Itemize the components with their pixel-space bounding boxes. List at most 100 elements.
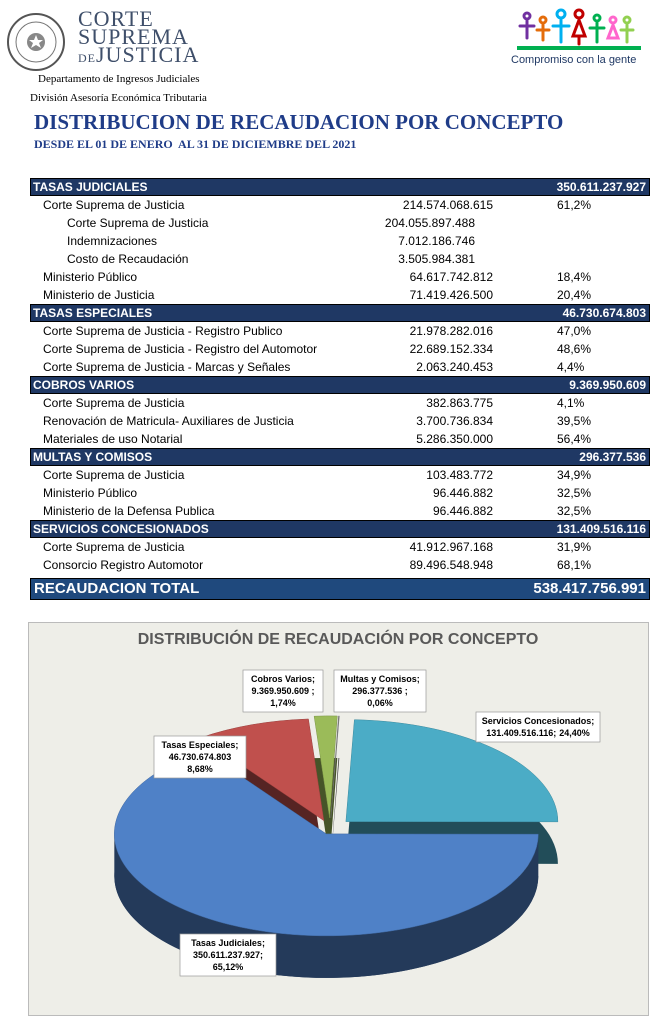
section-total: 131.409.516.116 [556,522,646,536]
row-amount: 5.286.350.000 [416,432,493,446]
row-percent: 32,5% [557,504,592,518]
section-header: SERVICIOS CONCESIONADOS 131.409.516.116 [30,520,650,538]
row-percent: 68,1% [557,558,592,572]
pie-slice [345,719,559,823]
page-subtitle: DESDE EL 01 DE ENERO AL 31 DE DICIEMBRE … [34,137,357,151]
section-total: 9.369.950.609 [569,378,646,392]
chart-title: DISTRIBUCIÓN DE RECAUDACIÓN POR CONCEPTO [138,629,539,648]
subrow-label: Corte Suprema de Justicia [67,216,209,230]
org-name: CORTE SUPREMA DEJUSTICIA [78,6,200,67]
row-amount: 22.689.152.334 [409,342,493,356]
page-title: DISTRIBUCION DE RECAUDACION POR CONCEPTO [34,110,564,134]
data-label: 131.409.516.116; 24,40% [486,728,590,738]
row-amount: 96.446.882 [432,504,493,518]
table-subrow: Indemnizaciones 7.012.186.746 [30,232,650,250]
row-label: Ministerio de la Defensa Publica [43,504,215,518]
table-row: Corte Suprema de Justicia - Registro del… [30,340,650,358]
data-label-box [179,933,277,977]
total-value: 538.417.756.991 [533,580,646,597]
org-prefix: DE [78,51,96,65]
section-title: SERVICIOS CONCESIONADOS [33,522,209,536]
slogan: Compromiso con la gente [511,54,637,66]
row-amount: 214.574.068.615 [402,198,493,212]
data-label-box [242,669,324,713]
pie-slice [114,750,539,937]
section-total: 350.611.237.927 [556,180,646,194]
row-amount: 64.617.742.812 [409,270,493,284]
table-row: Materiales de uso Notarial 5.286.350.000 5… [30,430,650,448]
row-percent: 34,9% [557,468,592,482]
row-label: Ministerio Público [43,270,138,284]
division: División Asesoría Económica Tributaria [30,92,207,104]
row-percent: 39,5% [557,414,592,428]
data-label-part: 65,12% [213,962,244,972]
row-label: Corte Suprema de Justicia - Marcas y Señ… [43,360,291,374]
section-title: COBROS VARIOS [33,378,135,392]
data-label-part: 296.377.536 ; [352,686,408,696]
org-line: SUPREMA [78,24,189,49]
row-label: Consorcio Registro Automotor [43,558,204,572]
row-amount: 96.446.882 [432,486,493,500]
data-label: Servicios Concesionados; [482,716,595,726]
section-total: 46.730.674.803 [562,306,646,320]
data-label-part: Tasas Especiales; [162,740,239,750]
data-label: Tasas Judiciales; [191,938,265,948]
table-row: Corte Suprema de Justicia - Marcas y Señ… [30,358,650,376]
total-row: RECAUDACION TOTAL 538.417.756.991 [30,578,650,600]
table-row: Ministerio de la Defensa Publica 96.446.8… [30,502,650,520]
table-row: Renovación de Matricula- Auxiliares de J… [30,412,650,430]
row-amount: 3.700.736.834 [416,414,493,428]
pie-slice [330,715,340,818]
row-amount: 382.863.775 [426,396,493,410]
pie-slice [313,715,338,818]
row-amount: 71.419.426.500 [409,288,493,302]
org-line: CORTE [78,6,154,31]
section-header: TASAS JUDICIALES 350.611.237.927 [30,178,650,196]
data-label-part: 8,68% [187,764,213,774]
data-label: 0,06% [367,698,393,708]
data-label-part: Cobros Varios; [251,674,315,684]
row-amount: 89.496.548.948 [409,558,493,572]
row-label: Ministerio de Justicia [43,288,155,302]
subrow-amount: 204.055.897.488 [384,216,475,230]
chart: DISTRIBUCIÓN DE RECAUDACIÓN POR CONCEPTO… [28,622,649,1016]
org-line3: JUSTICIA [96,42,200,67]
table-row: Corte Suprema de Justicia 382.863.775 4,1% [30,394,650,412]
row-percent: 18,4% [557,270,592,284]
table-row: Corte Suprema de Justicia 103.483.772 34,9… [30,466,650,484]
data-label: 46.730.674.803 [169,752,232,762]
row-percent: 61,2% [557,198,592,212]
row-label: Corte Suprema de Justicia - Registro del… [43,342,318,356]
data-label-part: 46.730.674.803 [169,752,232,762]
department: Departamento de Ingresos Judiciales [38,73,200,85]
data-label-part: 1,74% [270,698,296,708]
row-label: Corte Suprema de Justicia [43,540,185,554]
data-label: 8,68% [187,764,213,774]
data-label: 350.611.237.927; [193,950,263,960]
row-percent: 48,6% [557,342,592,356]
row-label: Renovación de Matricula- Auxiliares de J… [43,414,294,428]
data-label-part: Tasas Judiciales; [191,938,265,948]
row-amount: 41.912.967.168 [409,540,493,554]
table-row: Ministerio de Justicia 71.419.426.500 20,4… [30,286,650,304]
table-subrow: Corte Suprema de Justicia 204.055.897.488 [30,214,650,232]
data-label: Tasas Especiales; [162,740,239,750]
data-label: 65,12% [213,962,244,972]
table-row: Ministerio Público 96.446.882 32,5% [30,484,650,502]
data-label-part: 131.409.516.116; [486,728,556,738]
data-label-part: 9.369.950.609 ; [251,686,314,696]
table-row: Corte Suprema de Justicia 41.912.967.168 3… [30,538,650,556]
row-percent: 31,9% [557,540,592,554]
row-percent: 47,0% [557,324,592,338]
row-label: Ministerio Público [43,486,138,500]
section-header: COBROS VARIOS 9.369.950.609 [30,376,650,394]
subrow-label: Costo de Recaudación [67,252,189,266]
table-row: Ministerio Público 64.617.742.812 18,4% [30,268,650,286]
seal [7,13,65,71]
data-label: 1,74% [270,698,296,708]
row-label: Materiales de uso Notarial [43,432,183,446]
data-label: 9.369.950.609 ; [251,686,314,696]
row-label: Corte Suprema de Justicia - Registro Pub… [43,324,283,338]
data-label-box [475,711,601,743]
section-header: TASAS ESPECIALES 46.730.674.803 [30,304,650,322]
